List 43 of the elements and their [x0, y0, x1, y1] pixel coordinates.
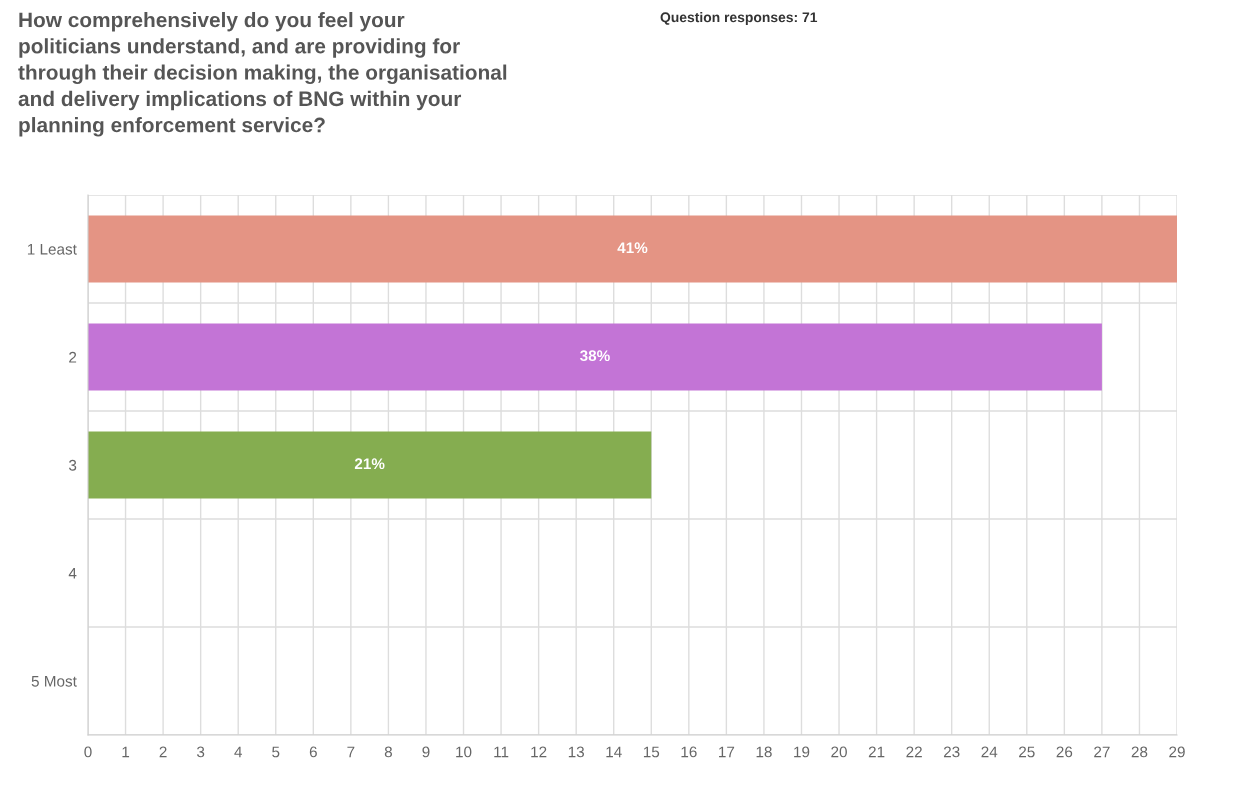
x-tick-label: 20	[831, 746, 847, 758]
x-tick-label: 25	[1019, 746, 1035, 758]
x-tick-label: 6	[309, 746, 317, 758]
x-tick-label: 2	[159, 746, 167, 758]
x-tick-label: 17	[719, 746, 735, 758]
x-tick-label: 7	[347, 746, 355, 758]
x-tick-label: 29	[1169, 746, 1185, 758]
annotation: 41%	[617, 242, 648, 254]
annotation: 21%	[354, 458, 385, 470]
bar	[88, 323, 1102, 391]
x-tick-label: 11	[494, 746, 509, 758]
y-tick-label: 3	[68, 459, 77, 471]
chart-subtitle: Question responses: 71	[660, 12, 818, 25]
x-tick-label: 3	[196, 746, 205, 758]
x-tick-label: 8	[384, 746, 392, 758]
x-tick-label: 19	[794, 746, 810, 758]
x-tick-label: 23	[943, 746, 960, 758]
annotation: 38%	[580, 350, 610, 362]
x-tick-label: 14	[606, 746, 622, 758]
x-tick-label: 12	[531, 746, 547, 758]
x-tick-label: 18	[756, 746, 772, 758]
x-tick-label: 1	[122, 746, 130, 758]
x-tick-label: 21	[868, 746, 885, 758]
x-tick-label: 9	[422, 746, 430, 758]
y-tick-label: 4	[68, 568, 77, 579]
x-tick-label: 4	[234, 746, 243, 758]
x-tick-label: 15	[643, 746, 660, 758]
x-tick-label: 28	[1131, 746, 1148, 758]
x-tick-label: 26	[1056, 746, 1073, 758]
x-tick-label: 13	[568, 746, 584, 758]
chart-title: How comprehensively do you feel your politicians understand, and are providing for through their decision making, the organisational and delivery implications of BNG within your planning enforcement service?	[18, 12, 507, 137]
x-tick-label: 24	[981, 746, 998, 758]
x-tick-label: 16	[681, 746, 697, 758]
x-tick-label: 0	[84, 746, 92, 758]
x-tick-label: 27	[1094, 746, 1110, 758]
x-tick-label: 5	[272, 746, 280, 758]
bar	[88, 431, 652, 499]
x-tick-label: 22	[906, 746, 922, 758]
y-tick-label: 5 Most	[31, 676, 77, 687]
y-tick-label: 1 Least	[27, 244, 77, 255]
x-tick-label: 10	[456, 746, 472, 758]
bar	[88, 215, 1177, 283]
y-tick-label: 2	[69, 351, 77, 363]
